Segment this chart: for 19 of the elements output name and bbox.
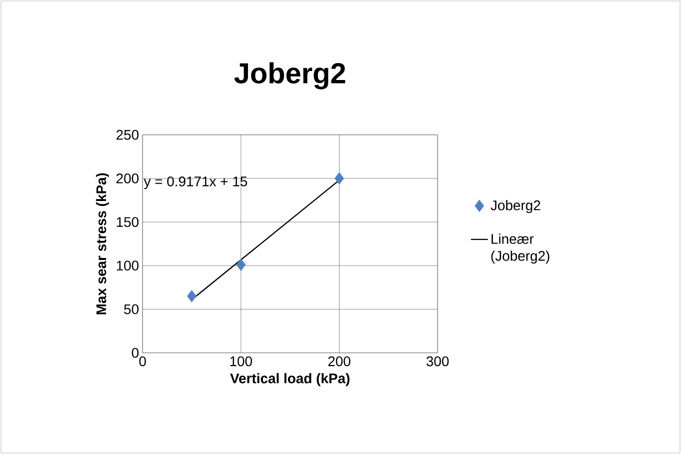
y-tick-label: 50: [124, 304, 139, 314]
x-tick-label: 200: [328, 356, 350, 366]
legend-label: Lineær (Joberg2): [491, 234, 550, 264]
chart-title: Joberg2: [234, 62, 346, 90]
point: [334, 172, 344, 185]
y-tick-label: 150: [116, 217, 139, 227]
y-tick-label: 100: [116, 260, 139, 271]
x-tick-label: 0: [139, 356, 146, 366]
x-tick-label: 300: [426, 356, 449, 366]
x-axis-title: Vertical load (kPa): [230, 373, 350, 386]
point: [187, 290, 196, 302]
point: [236, 258, 246, 271]
y-tick-label: 200: [116, 173, 139, 184]
y-axis-title: Max sear stress (kPa): [96, 173, 109, 314]
annotation: y = 0.9171x + 15: [144, 176, 248, 190]
y-tick-label: 250: [116, 130, 139, 140]
legend-label: Joberg2: [490, 200, 540, 214]
x-tick-label: 100: [230, 356, 252, 366]
y-tick-label: 0: [132, 348, 139, 358]
